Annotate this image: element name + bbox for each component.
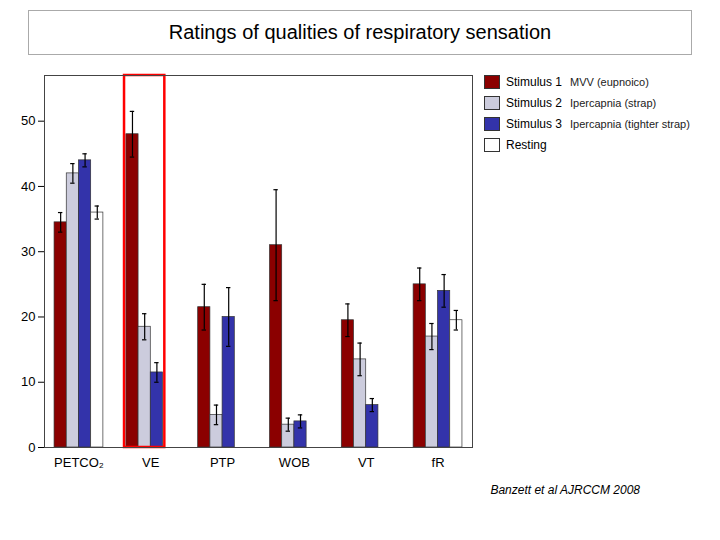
svg-text:20: 20	[21, 309, 35, 324]
svg-text:50: 50	[21, 113, 35, 128]
svg-text:WOB: WOB	[279, 455, 310, 470]
html-text:MVV (eupnoico): MVV (eupnoico)	[570, 76, 649, 88]
svg-text:PTP: PTP	[210, 455, 235, 470]
html-text:Stimulus 3: Stimulus 3	[506, 117, 562, 131]
svg-text:30: 30	[21, 244, 35, 259]
svg-text:VE: VE	[142, 455, 160, 470]
html-text:Ipercapnia (strap): Ipercapnia (strap)	[570, 97, 657, 109]
html-text:Stimulus 2: Stimulus 2	[506, 96, 562, 110]
html-text:Stimulus 1: Stimulus 1	[506, 75, 562, 89]
html-text:Ipercapnia (tighter strap): Ipercapnia (tighter strap)	[570, 118, 690, 130]
html-text:Resting: Resting	[506, 138, 547, 152]
svg-text:VT: VT	[358, 455, 375, 470]
svg-text:40: 40	[21, 179, 35, 194]
svg-text:10: 10	[21, 374, 35, 389]
svg-text:PETCO₂: PETCO₂	[54, 455, 104, 470]
html-text:Banzett et al AJRCCM 2008: Banzett et al AJRCCM 2008	[490, 483, 640, 497]
html-text:Ratings of qualities of respir: Ratings of qualities of respiratory sens…	[168, 21, 552, 43]
svg-text:0: 0	[28, 440, 35, 455]
svg-text:fR: fR	[432, 455, 445, 470]
